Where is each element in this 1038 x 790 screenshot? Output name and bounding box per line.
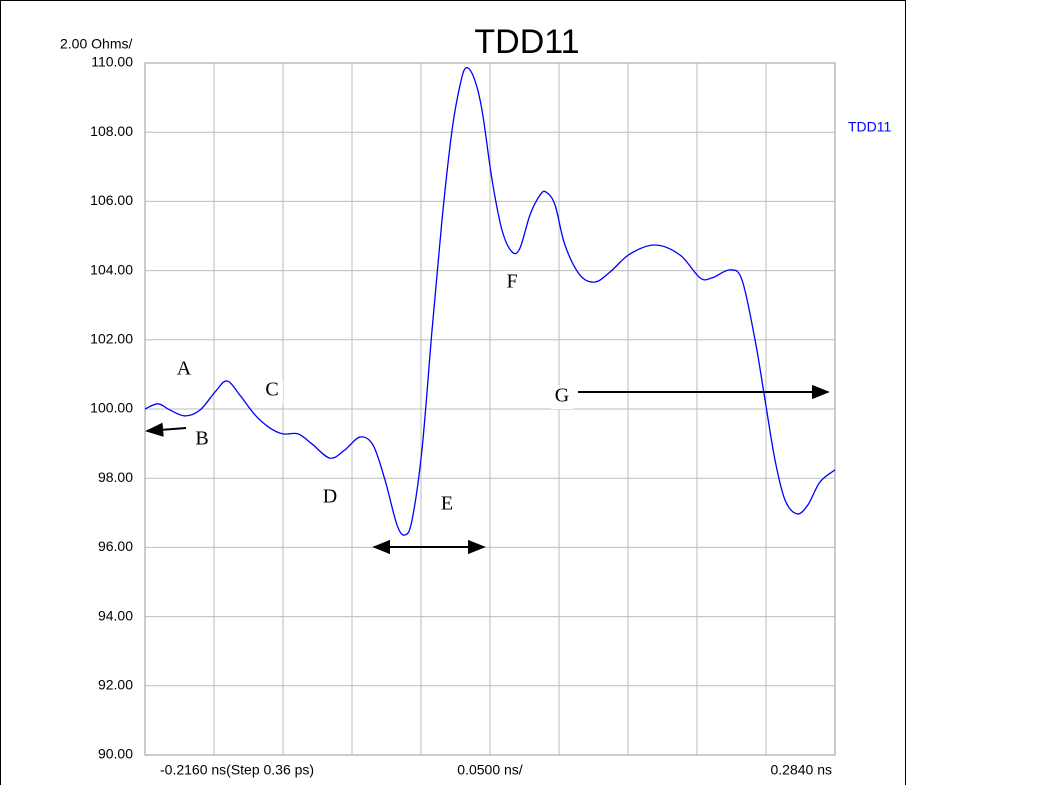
plot: A B C D E F G [144,67,836,536]
y-tick-label: 100.00 [90,400,133,416]
y-tick-label: 110.00 [91,54,133,70]
annotation-bg [191,428,213,452]
annotation: D [323,486,337,508]
annotation-bg [436,493,458,517]
frame [0,0,906,790]
y-tick-label: 90.00 [98,746,133,762]
x-scale-label: 0.0500 ns/ [457,762,522,778]
annotation-bg [173,358,195,382]
annotation-bg [501,271,523,295]
annotation: G [555,385,569,407]
x-tick-label: -0.2160 ns(Step 0.36 ps) [160,762,314,778]
legend-entry: TDD11 [848,119,892,135]
chart-title: TDD11 [474,23,579,61]
y-tick-label: 98.00 [98,469,133,485]
annotation: B [195,428,208,450]
annotation-bg [319,486,341,510]
y-tick-label: 102.00 [90,331,133,347]
y-tick-label: 108.00 [90,123,133,139]
x-tick-label: 0.2840 ns [771,762,833,778]
y-tick-label: 104.00 [90,261,133,277]
y-tick-label: 96.00 [98,538,133,554]
y-scale-label: 2.00 Ohms/ [60,36,132,52]
trace [144,67,836,536]
y-tick-label: 94.00 [98,607,133,623]
annotation-bg [261,379,283,403]
annotation-bg [551,385,573,409]
annotation: E [441,493,453,515]
arrow [145,422,187,437]
y-tick-label: 92.00 [98,677,133,693]
annotation: C [265,379,278,401]
annotation: A [177,358,192,380]
y-tick-label: 106.00 [90,192,133,208]
annotation: F [506,271,517,293]
